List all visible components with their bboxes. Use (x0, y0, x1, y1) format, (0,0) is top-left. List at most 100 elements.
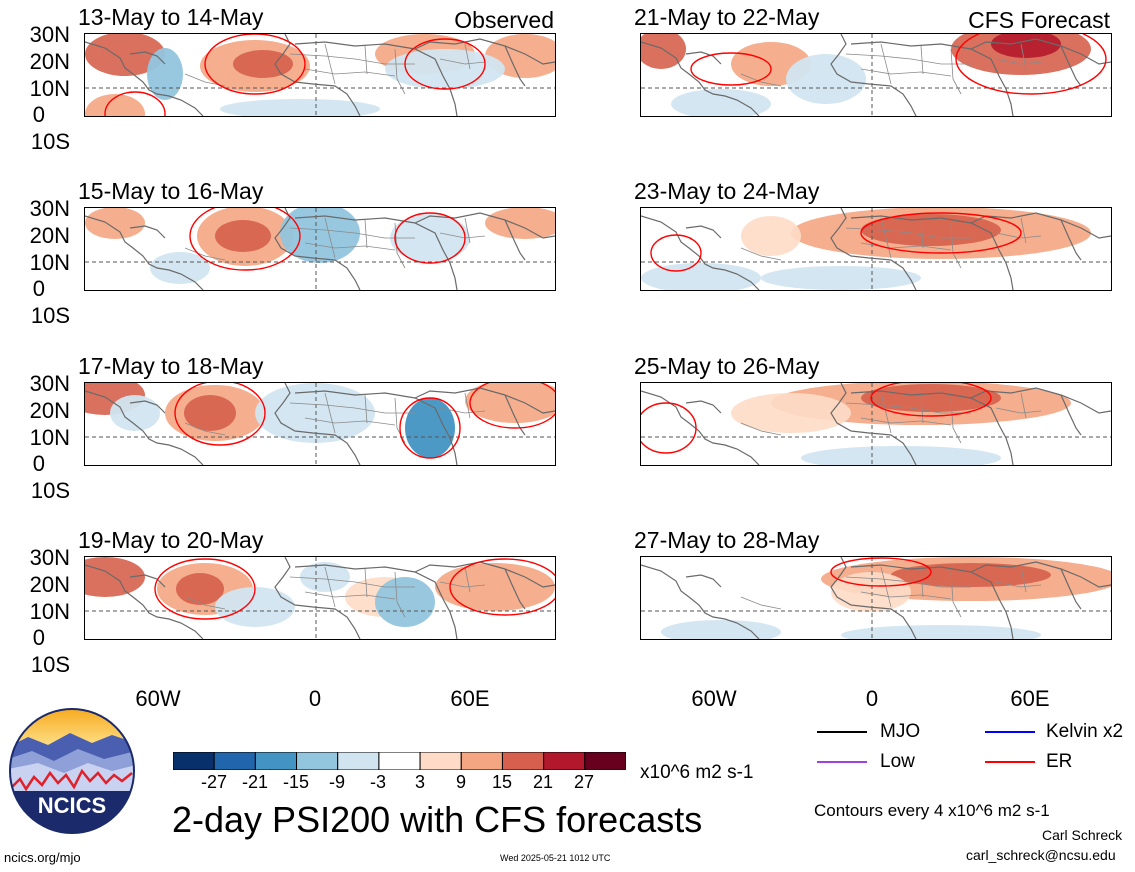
colorbar-tick: 15 (491, 772, 513, 792)
coastline (129, 574, 166, 588)
lat-label: 20N (29, 398, 70, 423)
er-contour (394, 212, 466, 264)
country-border (289, 402, 415, 414)
coastline (641, 390, 760, 465)
map-panel (84, 556, 556, 640)
positive-anomaly (85, 94, 145, 116)
country-border (995, 581, 1042, 588)
coastline (970, 387, 1111, 414)
coastline (294, 390, 458, 465)
positive-anomaly (233, 50, 293, 78)
colorbar-tick: 27 (573, 772, 595, 792)
er-contour (830, 557, 932, 587)
panel-title: 27-May to 28-May (634, 527, 820, 553)
er-contour (189, 208, 301, 271)
country-border (289, 53, 415, 65)
er-contour (449, 558, 555, 616)
coastline (294, 564, 458, 639)
negative-anomaly (761, 266, 921, 290)
positive-anomaly (85, 34, 165, 76)
colorbar-units: x10^6 m2 s-1 (640, 762, 754, 783)
positive-anomaly (831, 572, 911, 612)
country-border (464, 217, 471, 244)
negative-anomaly (390, 214, 470, 262)
positive-anomaly (731, 393, 851, 433)
negative-anomaly (671, 89, 771, 116)
lon-label: 60W (135, 686, 181, 711)
country-border (740, 247, 782, 261)
coastline (970, 38, 1111, 65)
coastline (504, 568, 526, 610)
lat-label: 30N (29, 371, 70, 396)
coastline (830, 208, 917, 290)
panel-tag: Observed (454, 7, 554, 33)
negative-anomaly (280, 208, 360, 263)
country-border (920, 45, 924, 75)
panel-title: 19-May to 20-May (78, 527, 264, 553)
negative-anomaly (300, 562, 350, 592)
lat-label: 10N (29, 76, 70, 101)
lat-label: 30N (29, 545, 70, 570)
coastline (850, 390, 1014, 465)
country-border (464, 392, 471, 419)
country-border (289, 576, 415, 588)
negative-anomaly (801, 446, 1001, 465)
country-border (995, 58, 1042, 65)
country-border (1020, 392, 1027, 419)
panel-title: 13-May to 14-May (78, 4, 264, 30)
positive-anomaly (85, 208, 145, 239)
colorbar-swatch (460, 751, 503, 771)
country-border (364, 219, 368, 249)
country-border (184, 422, 226, 436)
lat-label: 0 (32, 276, 45, 301)
coastline (274, 208, 361, 290)
legend-label-mjo: MJO (880, 721, 921, 742)
negative-anomaly (385, 49, 505, 89)
coastline (1060, 45, 1082, 87)
email: carl_schreck@ncsu.edu (966, 847, 1116, 863)
legend-line-low (817, 761, 867, 763)
colorbar-swatch (296, 751, 339, 771)
er-contour (955, 34, 1107, 95)
er-contour (404, 38, 486, 90)
coastline (1060, 219, 1082, 261)
lat-label: 30N (29, 22, 70, 47)
legend-line-kelvin (985, 731, 1035, 733)
country-border (439, 407, 486, 414)
colorbar-swatch (501, 751, 545, 771)
country-border (845, 576, 971, 588)
map-panel (640, 33, 1112, 117)
country-border (324, 217, 336, 259)
panel-title: 15-May to 16-May (78, 178, 264, 204)
country-border (740, 596, 782, 610)
contours-note: Contours every 4 x10^6 m2 s-1 (814, 801, 1050, 820)
coastline (129, 400, 166, 414)
lat-label: 10N (29, 250, 70, 275)
colorbar-tick: 9 (455, 772, 466, 792)
country-border (860, 591, 952, 600)
legend-line-mjo (817, 731, 867, 733)
panel-title: 25-May to 26-May (634, 353, 820, 379)
legend-label-kelvin: Kelvin x2 (1046, 721, 1124, 742)
lon-label: 0 (308, 686, 322, 711)
coastline (830, 34, 917, 116)
coastline (85, 564, 204, 639)
lat-label: 0 (32, 451, 45, 476)
country-border (304, 242, 396, 251)
coastline (504, 394, 526, 436)
er-contour (641, 402, 697, 454)
coastline (641, 41, 760, 116)
coastline (85, 390, 204, 465)
negative-anomaly (255, 383, 375, 443)
coastline (850, 215, 1014, 290)
lat-label: 10S (30, 303, 70, 328)
country-border (364, 45, 368, 75)
er-contour (690, 52, 772, 86)
country-border (845, 402, 971, 414)
country-border (950, 48, 962, 95)
country-border (845, 53, 971, 65)
lon-label: 60E (1010, 686, 1050, 711)
negative-anomaly (841, 625, 1041, 639)
coastline (274, 557, 361, 639)
map-panel (84, 207, 556, 291)
